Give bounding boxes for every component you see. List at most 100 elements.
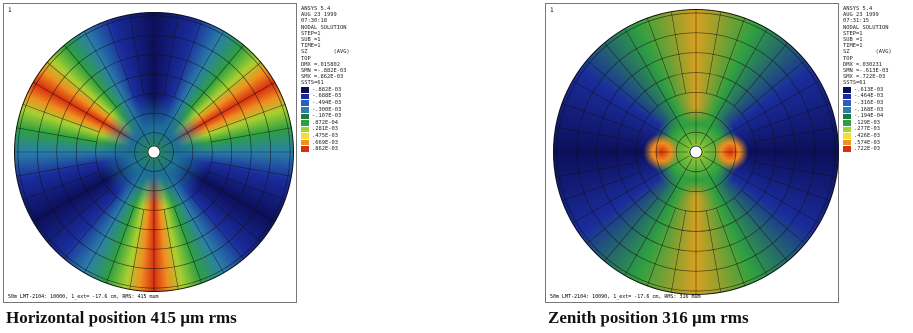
legend-entry: .426E-03 <box>843 133 892 140</box>
plot-info: ANSYS 5.4 AUG 23 1999 07:31:15 NODAL SOLUTI… <box>843 6 892 153</box>
legend-swatch <box>301 93 309 100</box>
legend-swatch <box>301 146 309 153</box>
legend-swatch <box>843 126 851 133</box>
legend-entry: .872E-04 <box>301 120 350 127</box>
info-line: SZ (AVG) <box>301 49 350 56</box>
info-line: SZ (AVG) <box>843 49 892 56</box>
contour-disk <box>14 12 294 292</box>
info-line: AUG 23 1999 <box>301 12 337 19</box>
legend-entry: .722E-03 <box>843 146 892 153</box>
legend-entry: .281E-03 <box>301 126 350 133</box>
info-line: TIME=1 <box>843 43 863 50</box>
legend-entry: -.882E-03 <box>301 87 350 94</box>
legend-swatch <box>843 120 851 126</box>
info-line: TIME=1 <box>301 43 321 50</box>
legend-entry: .669E-03 <box>301 139 350 146</box>
legend-label: -.316E-03 <box>854 100 884 107</box>
legend-entry: -.107E-03 <box>301 113 350 120</box>
plot-info: ANSYS 5.4 AUG 23 1999 07:30:18 NODAL SOLUTI… <box>301 6 350 153</box>
legend-swatch <box>301 120 309 126</box>
info-line: 07:31:15 <box>843 18 869 25</box>
legend-label: -.107E-03 <box>312 113 342 120</box>
legend-entry: .129E-03 <box>843 120 892 127</box>
legend-label: .574E-03 <box>854 139 880 146</box>
legend-swatch <box>301 126 309 133</box>
legend-label: .281E-03 <box>312 126 338 133</box>
info-line: NODAL SOLUTION <box>301 24 347 31</box>
legend-swatch <box>843 93 851 100</box>
legend-entry: -.300E-03 <box>301 106 350 113</box>
mesh <box>14 12 294 292</box>
info-line: SMX =.862E-03 <box>301 74 344 81</box>
info-line: STEP=1 <box>843 30 863 37</box>
legend-swatch <box>301 113 309 120</box>
info-line: SMN =-.882E-03 <box>301 68 347 75</box>
legend-swatch <box>843 113 851 120</box>
legend-swatch <box>843 146 851 153</box>
legend-label: .426E-03 <box>854 132 880 139</box>
info-line: DMX =.015802 <box>301 61 340 68</box>
info-line: TOP <box>301 55 311 62</box>
info-line: NODAL SOLUTION <box>843 24 889 31</box>
info-line: STEP=1 <box>301 30 321 37</box>
info-line: SUB =1 <box>301 37 321 44</box>
caption: Zenith position 316 µm rms <box>548 308 749 327</box>
info-line: SSTS=61 <box>843 80 866 87</box>
legend-swatch <box>301 106 309 113</box>
legend-label: -.300E-03 <box>312 106 342 113</box>
legend-swatch <box>301 139 309 146</box>
contour-disk <box>553 9 839 295</box>
legend-label: .669E-03 <box>312 139 338 146</box>
legend-label: -.194E-04 <box>854 113 884 120</box>
legend-entry: -.688E-03 <box>301 93 350 100</box>
legend-entry: .277E-03 <box>843 126 892 133</box>
info-line: DMX =.030231 <box>843 61 882 68</box>
legend-label: -.882E-03 <box>312 86 342 93</box>
legend-label: .722E-03 <box>854 146 880 153</box>
legend-swatch <box>843 87 851 93</box>
plot-frame: 1 50m LMT-2104: 10000, 1_ext= -17.6 cm, R… <box>3 3 297 303</box>
legend-entry: -.316E-03 <box>843 100 892 107</box>
plot-footer: 50m LMT-2104: 10000, 1_ext= -17.6 cm, RM… <box>8 294 159 300</box>
info-line: SSTS=61 <box>301 80 324 87</box>
info-line: AUG 23 1999 <box>843 12 879 19</box>
corner-label: 1 <box>8 7 12 14</box>
legend-entry: -.613E-03 <box>843 87 892 94</box>
legend-entry: .574E-03 <box>843 139 892 146</box>
info-line: ANSYS 5.4 <box>843 6 873 12</box>
corner-label: 1 <box>550 7 554 14</box>
legend-label: -.168E-03 <box>854 106 884 113</box>
legend-entry: .862E-03 <box>301 146 350 153</box>
info-line: SMN =-.613E-03 <box>843 68 889 75</box>
legend-swatch <box>301 87 309 93</box>
caption: Horizontal position 415 µm rms <box>6 308 237 327</box>
info-line: SUB =1 <box>843 37 863 44</box>
legend-entry: .475E-03 <box>301 133 350 140</box>
legend-label: .872E-04 <box>312 119 338 126</box>
legend-entry: -.168E-03 <box>843 106 892 113</box>
plot-footer: 50m LMT-2104: 10090, 1_ext= -17.6 cm, RM… <box>550 294 701 300</box>
info-line: SMX =.722E-03 <box>843 74 886 81</box>
info-line: ANSYS 5.4 <box>301 6 331 12</box>
info-line: 07:30:18 <box>301 18 327 25</box>
legend-entry: -.464E-03 <box>843 93 892 100</box>
legend-label: -.613E-03 <box>854 86 884 93</box>
legend-swatch <box>301 100 309 106</box>
legend-swatch <box>843 100 851 106</box>
legend-label: -.464E-03 <box>854 93 884 100</box>
legend-swatch <box>843 133 851 139</box>
mesh <box>553 9 839 295</box>
legend-label: .475E-03 <box>312 132 338 139</box>
legend-label: -.494E-03 <box>312 100 342 107</box>
legend-swatch <box>301 133 309 139</box>
legend-swatch <box>843 106 851 113</box>
legend-entry: -.494E-03 <box>301 100 350 107</box>
legend-swatch <box>843 139 851 146</box>
legend-label: .862E-03 <box>312 146 338 153</box>
legend-entry: -.194E-04 <box>843 113 892 120</box>
legend-label: -.688E-03 <box>312 93 342 100</box>
plot-frame: 1 50m LMT-2104: 10090, 1_ext= -17.6 cm, R… <box>545 3 839 303</box>
legend-label: .277E-03 <box>854 126 880 133</box>
info-line: TOP <box>843 55 853 62</box>
